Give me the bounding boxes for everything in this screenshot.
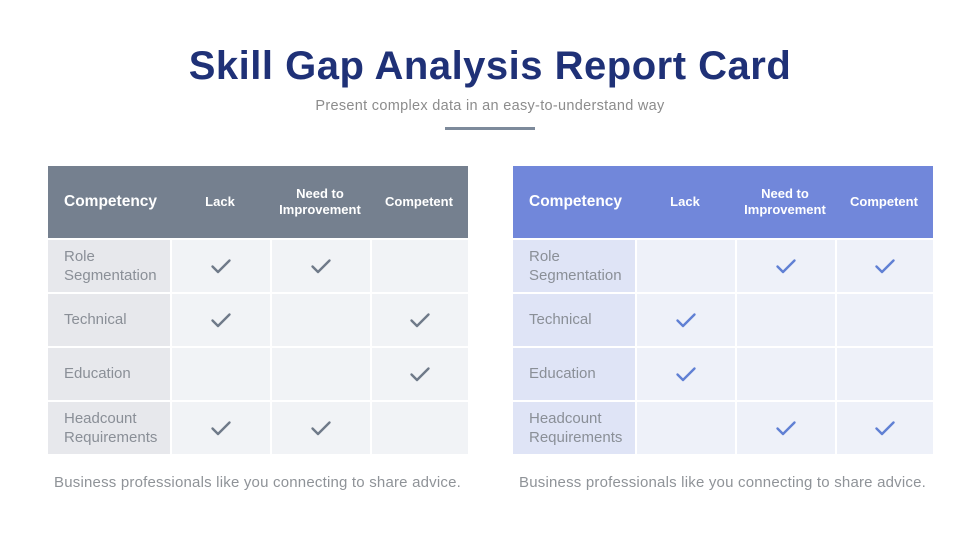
check-icon xyxy=(211,313,231,328)
check-icon xyxy=(211,421,231,436)
row-label: Headcount Requirements xyxy=(513,400,635,454)
check-cell xyxy=(370,346,468,400)
check-icon xyxy=(410,313,430,328)
skill-table-panel-blue: Competency Lack Need to Improvement Comp… xyxy=(513,166,933,491)
table-row-headcount-requirements: Headcount Requirements xyxy=(513,400,933,454)
check-cell xyxy=(635,292,735,346)
check-cell xyxy=(370,400,468,454)
check-cell xyxy=(835,292,933,346)
column-header-competency: Competency xyxy=(64,193,158,211)
check-cell xyxy=(170,238,270,292)
check-cell xyxy=(835,346,933,400)
slide-header: Skill Gap Analysis Report Card Present c… xyxy=(0,0,980,130)
check-icon xyxy=(676,313,696,328)
row-label: Role Segmentation xyxy=(48,238,170,292)
title-divider xyxy=(445,127,535,130)
page-subtitle: Present complex data in an easy-to-under… xyxy=(315,98,665,114)
table-row-technical: Technical xyxy=(48,292,468,346)
check-cell xyxy=(835,238,933,292)
check-cell xyxy=(735,400,835,454)
table-row-headcount-requirements: Headcount Requirements xyxy=(48,400,468,454)
table-caption: Business professionals like you connecti… xyxy=(54,474,462,491)
row-label: Technical xyxy=(513,292,635,346)
check-cell xyxy=(270,292,370,346)
check-icon xyxy=(776,421,796,436)
column-header-need-to-improvement: Need to Improvement xyxy=(279,185,361,217)
row-label: Education xyxy=(513,346,635,400)
tables-row: Competency Lack Need to Improvement Comp… xyxy=(0,166,980,491)
check-cell xyxy=(270,346,370,400)
skill-table-gray: Competency Lack Need to Improvement Comp… xyxy=(48,166,468,454)
column-header-lack: Lack xyxy=(205,193,235,209)
check-cell xyxy=(170,400,270,454)
check-cell xyxy=(170,292,270,346)
table-row-role-segmentation: Role Segmentation xyxy=(48,238,468,292)
check-cell xyxy=(270,238,370,292)
skill-table-panel-gray: Competency Lack Need to Improvement Comp… xyxy=(48,166,468,491)
check-icon xyxy=(676,367,696,382)
column-header-competent: Competent xyxy=(385,193,453,209)
check-icon xyxy=(875,421,895,436)
check-cell xyxy=(170,346,270,400)
check-icon xyxy=(776,259,796,274)
check-icon xyxy=(311,421,331,436)
row-label: Role Segmentation xyxy=(513,238,635,292)
page-title: Skill Gap Analysis Report Card xyxy=(188,44,792,88)
table-header-row: Competency Lack Need to Improvement Comp… xyxy=(513,166,933,238)
check-icon xyxy=(211,259,231,274)
check-cell xyxy=(735,292,835,346)
column-header-competent: Competent xyxy=(850,193,918,209)
table-row-technical: Technical xyxy=(513,292,933,346)
check-cell xyxy=(370,238,468,292)
row-label: Headcount Requirements xyxy=(48,400,170,454)
check-cell xyxy=(635,238,735,292)
row-label: Education xyxy=(48,346,170,400)
table-caption: Business professionals like you connecti… xyxy=(519,474,927,491)
table-row-education: Education xyxy=(513,346,933,400)
check-icon xyxy=(410,367,430,382)
row-label: Technical xyxy=(48,292,170,346)
skill-table-blue: Competency Lack Need to Improvement Comp… xyxy=(513,166,933,454)
check-cell xyxy=(735,346,835,400)
check-cell xyxy=(635,346,735,400)
column-header-need-to-improvement: Need to Improvement xyxy=(744,185,826,217)
check-cell xyxy=(735,238,835,292)
table-row-role-segmentation: Role Segmentation xyxy=(513,238,933,292)
column-header-lack: Lack xyxy=(670,193,700,209)
check-cell xyxy=(835,400,933,454)
check-icon xyxy=(311,259,331,274)
table-header-row: Competency Lack Need to Improvement Comp… xyxy=(48,166,468,238)
check-cell xyxy=(370,292,468,346)
check-icon xyxy=(875,259,895,274)
table-row-education: Education xyxy=(48,346,468,400)
check-cell xyxy=(270,400,370,454)
column-header-competency: Competency xyxy=(529,193,623,211)
check-cell xyxy=(635,400,735,454)
